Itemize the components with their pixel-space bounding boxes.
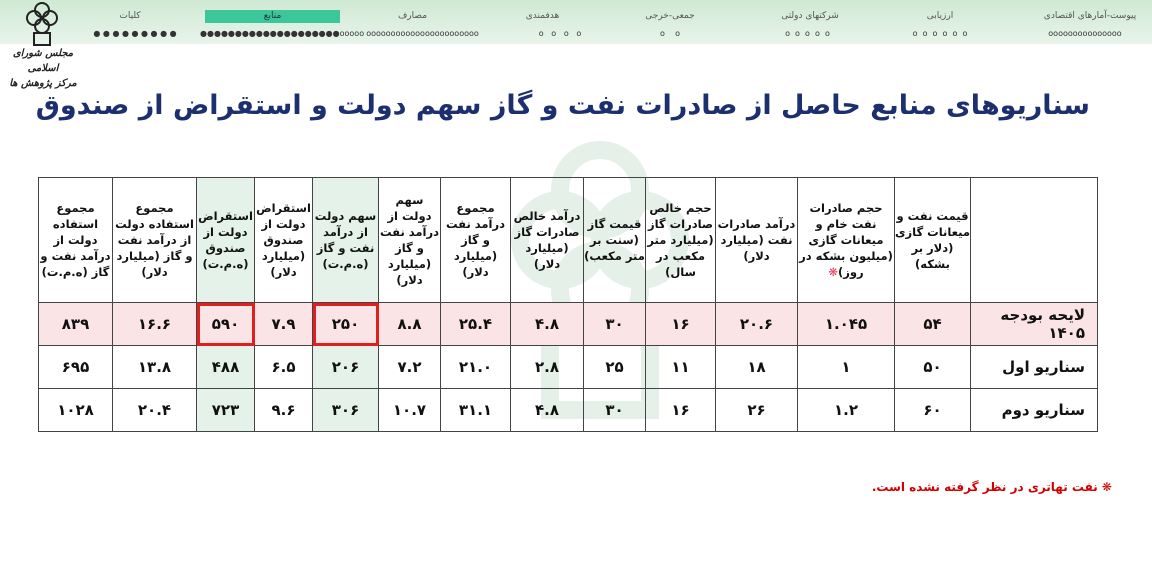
column-header: حجم صادرات نفت خام و میعانات گازی (میلیو…	[797, 177, 895, 303]
logo-line1: مجلس شورای اسلامی	[12, 48, 74, 74]
table-cell: ۱۰۲۸	[38, 388, 113, 432]
table-cell: ۲۱.۰	[440, 345, 511, 389]
table-cell: ۲۰.۶	[715, 302, 798, 346]
nav-item-4[interactable]: هدفمندی	[525, 11, 560, 21]
nav-progress-dots: ● ● ● ● ● ● ● ● ●	[93, 29, 177, 38]
table-cell: ۹.۶	[254, 388, 313, 432]
nav-progress-dots: ooooooooooooooo	[1048, 29, 1122, 38]
table-cell: ۲۵۰	[312, 302, 379, 346]
column-header	[970, 177, 1098, 303]
table-cell: ۲۵.۴	[440, 302, 511, 346]
column-header: سهم دولت از درآمد نفت و گاز (ه.م.ت)	[312, 177, 379, 303]
table-cell: ۵۹۰	[196, 302, 255, 346]
table-cell: ۵۴	[894, 302, 971, 346]
nav-progress-dots: ooooooooooooooooooooooo	[366, 29, 479, 38]
table-cell: ۴.۸	[510, 388, 584, 432]
table-cell: ۱۳.۸	[112, 345, 197, 389]
nav-progress-dots: ●●●●●●●●●●●●●●●●●●●●ooooo	[200, 29, 365, 38]
table-cell: ۶۹۵	[38, 345, 113, 389]
nav-progress-dots: o o	[660, 29, 680, 38]
column-header-label: سهم دولت از درآمد نفت و گاز (میلیارد دلا…	[380, 193, 439, 287]
column-header: درآمد صادرات نفت (میلیارد دلار)	[715, 177, 798, 303]
footnote: ❋ نفت تهاتری در نظر گرفته نشده است.	[871, 480, 1112, 494]
table-row: سناریو دوم ۶۰ ۱.۲ ۲۶ ۱۶ ۳۰ ۴.۸ ۳۱.۱ ۱۰.۷ ۳۰۶ ۹.۶ ۷۲…	[38, 388, 1098, 432]
row-label: لایحه بودجه ۱۴۰۵	[970, 302, 1098, 346]
table-cell: ۵۰	[894, 345, 971, 389]
table-cell: ۱۶	[645, 302, 716, 346]
column-header: قیمت گاز (سنت بر متر مکعب)	[583, 177, 646, 303]
logo-line2: مرکز پژوهش ها	[9, 78, 77, 89]
table-cell: ۸۳۹	[38, 302, 113, 346]
table-cell: ۳۱.۱	[440, 388, 511, 432]
column-header: مجموع درآمد نفت و گاز (میلیارد دلار)	[440, 177, 511, 303]
table-cell: ۱	[797, 345, 895, 389]
table-cell: ۲۰۶	[312, 345, 379, 389]
table-cell: ۳۰	[583, 302, 646, 346]
table-cell: ۴.۸	[510, 302, 584, 346]
table-cell: ۶۰	[894, 388, 971, 432]
column-header-label: قیمت نفت و میعانات گازی (دلار بر بشکه)	[895, 209, 970, 271]
table-cell: ۱۶	[645, 388, 716, 432]
table-row: سناریو اول ۵۰ ۱ ۱۸ ۱۱ ۲۵ ۲.۸ ۲۱.۰ ۷.۲ ۲۰۶ ۶.۵ ۴۸۸ ۱۳…	[38, 345, 1098, 389]
logo-emblem-icon	[26, 2, 58, 46]
table-cell: ۱۶.۶	[112, 302, 197, 346]
table-cell: ۱۸	[715, 345, 798, 389]
column-header: مجموع استفاده دولت از درآمد نفت و گاز (م…	[112, 177, 197, 303]
table-cell: ۱۰.۷	[378, 388, 441, 432]
scenario-table: قیمت نفت و میعانات گازی (دلار بر بشکه) حج…	[38, 177, 1098, 432]
footnote-star-icon: ❋	[828, 265, 838, 279]
column-header: سهم دولت از درآمد نفت و گاز (میلیارد دلا…	[378, 177, 441, 303]
column-header: درآمد خالص صادرات گاز (میلیارد دلار)	[510, 177, 584, 303]
column-header-label: استقراض دولت از صندوق (ه.م.ت)	[198, 209, 253, 271]
table-cell: ۲۰.۴	[112, 388, 197, 432]
table-cell: ۶.۵	[254, 345, 313, 389]
table-cell: ۳۰	[583, 388, 646, 432]
logo: مجلس شورای اسلامی مرکز پژوهش ها	[2, 0, 80, 100]
table-cell: ۲۵	[583, 345, 646, 389]
nav-item-5[interactable]: مصارف	[397, 11, 428, 21]
nav-item-6[interactable]: منابع	[205, 10, 340, 23]
column-header-label: درآمد خالص صادرات گاز (میلیارد دلار)	[513, 209, 581, 271]
table-cell: ۱.۲	[797, 388, 895, 432]
column-header: استقراض دولت از صندوق (ه.م.ت)	[196, 177, 255, 303]
column-header-label: مجموع استفاده دولت از درآمد نفت و گاز (م…	[115, 201, 194, 279]
table-row: لایحه بودجه ۱۴۰۵ ۵۴ ۱.۰۴۵ ۲۰.۶ ۱۶ ۳۰ ۴.۸ ۲۵.۴ ۸.…	[38, 302, 1098, 346]
table-cell: ۷۲۳	[196, 388, 255, 432]
column-header: حجم خالص صادرات گاز (میلیارد متر مکعب در…	[645, 177, 716, 303]
column-header-label: استقراض دولت از صندوق (میلیارد دلار)	[256, 201, 311, 279]
row-label: سناریو اول	[970, 345, 1098, 389]
nav-item-3[interactable]: جمعی-خرجی	[645, 11, 695, 21]
nav-item-2[interactable]: شرکتهای دولتی	[781, 11, 839, 21]
column-header-label: مجموع درآمد نفت و گاز (میلیارد دلار)	[446, 201, 505, 279]
column-header-label: درآمد صادرات نفت (میلیارد دلار)	[717, 217, 796, 263]
column-header: قیمت نفت و میعانات گازی (دلار بر بشکه)	[894, 177, 971, 303]
nav-item-1[interactable]: ارزیابی	[926, 11, 954, 21]
table-cell: ۸.۸	[378, 302, 441, 346]
column-header-label: قیمت گاز (سنت بر متر مکعب)	[584, 217, 645, 263]
nav-progress-dots: o o o o o o	[912, 29, 968, 38]
nav-item-7[interactable]: کلیات	[119, 11, 141, 21]
column-header-label: مجموع استفاده دولت از درآمد نفت و گاز (ه…	[40, 201, 111, 279]
table-cell: ۴۸۸	[196, 345, 255, 389]
table-cell: ۱.۰۴۵	[797, 302, 895, 346]
table-cell: ۷.۹	[254, 302, 313, 346]
column-header-label: حجم خالص صادرات گاز (میلیارد متر مکعب در…	[647, 201, 714, 279]
nav-progress-dots: o o o o	[538, 29, 582, 38]
page-title: سناریوهای منابع حاصل از صادرات نفت و گاز…	[35, 90, 1090, 121]
column-header-label: سهم دولت از درآمد نفت و گاز (ه.م.ت)	[314, 209, 377, 271]
column-header: مجموع استفاده دولت از درآمد نفت و گاز (ه…	[38, 177, 113, 303]
table-cell: ۳۰۶	[312, 388, 379, 432]
nav-progress-dots: o o o o o	[785, 29, 830, 38]
table-cell: ۲.۸	[510, 345, 584, 389]
table-cell: ۲۶	[715, 388, 798, 432]
row-label: سناریو دوم	[970, 388, 1098, 432]
table-cell: ۱۱	[645, 345, 716, 389]
table-cell: ۷.۲	[378, 345, 441, 389]
nav-item-0[interactable]: پیوست-آمارهای اقتصادی	[1043, 11, 1137, 21]
top-navigation: پیوست-آمارهای اقتصادی ooooooooooooooo ارزی…	[0, 0, 1152, 44]
column-header: استقراض دولت از صندوق (میلیارد دلار)	[254, 177, 313, 303]
column-header-label: حجم صادرات نفت خام و میعانات گازی (میلیو…	[799, 201, 893, 279]
